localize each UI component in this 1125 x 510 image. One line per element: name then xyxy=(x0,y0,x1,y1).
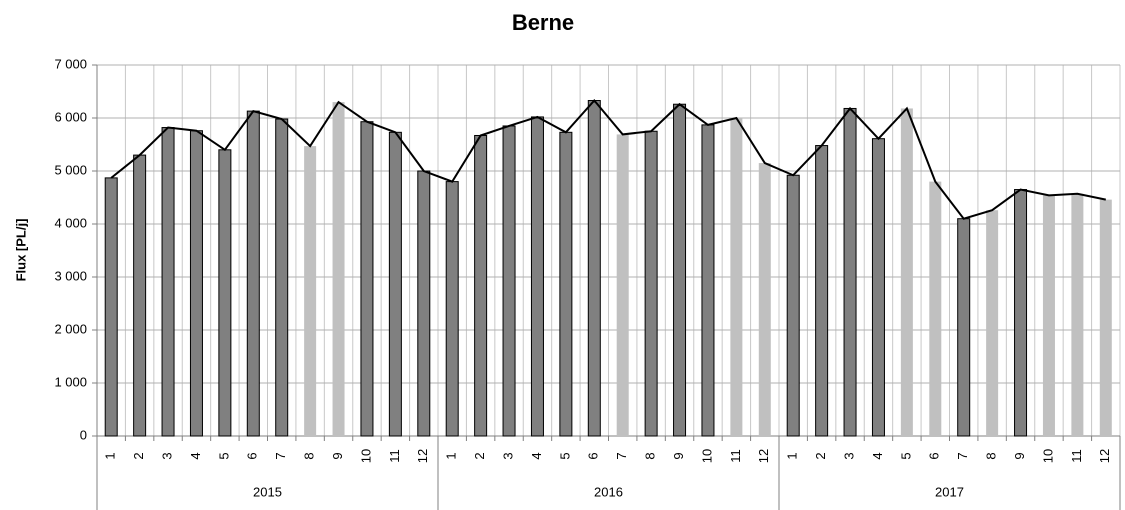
y-tick-label: 1 000 xyxy=(54,374,87,389)
y-tick-label: 3 000 xyxy=(54,268,87,283)
group-label: 2016 xyxy=(594,484,623,499)
x-tick-label: 8 xyxy=(643,452,658,459)
bar xyxy=(474,134,488,437)
x-tick-label: 12 xyxy=(756,449,771,463)
bar xyxy=(246,110,260,437)
x-tick-label: 11 xyxy=(728,449,743,463)
x-tick-label: 2 xyxy=(472,452,487,459)
y-tick-label: 2 000 xyxy=(54,321,87,336)
x-tick-label: 2 xyxy=(131,452,146,459)
x-tick-label: 8 xyxy=(302,452,317,459)
x-tick-label: 1 xyxy=(785,452,800,459)
x-tick-label: 12 xyxy=(1097,449,1112,463)
bar xyxy=(701,124,715,437)
bar xyxy=(1099,199,1112,436)
x-tick-label: 11 xyxy=(1069,449,1084,463)
bar xyxy=(815,145,829,437)
bar xyxy=(871,138,885,437)
x-tick-label: 3 xyxy=(841,452,856,459)
bar xyxy=(786,174,800,437)
group-label: 2015 xyxy=(253,484,282,499)
bar xyxy=(388,131,402,437)
bar xyxy=(616,134,629,436)
x-tick-label: 9 xyxy=(671,452,686,459)
chart-title: Berne xyxy=(512,10,574,35)
bar xyxy=(1014,189,1028,437)
x-tick-label: 7 xyxy=(614,452,629,459)
x-tick-label: 4 xyxy=(870,452,885,459)
y-tick-label: 0 xyxy=(80,427,87,442)
bar xyxy=(758,163,771,437)
bar xyxy=(1042,195,1055,436)
x-tick-label: 9 xyxy=(330,452,345,459)
bar xyxy=(587,100,601,437)
x-tick-label: 3 xyxy=(500,452,515,459)
x-tick-label: 12 xyxy=(415,449,430,463)
bar xyxy=(929,181,942,436)
x-tick-label: 3 xyxy=(159,452,174,459)
bar xyxy=(1071,193,1084,436)
x-tick-label: 7 xyxy=(273,452,288,459)
x-tick-label: 10 xyxy=(1040,449,1055,463)
bar xyxy=(900,108,913,437)
bar xyxy=(559,131,573,437)
bar xyxy=(161,127,175,437)
x-tick-label: 6 xyxy=(927,452,942,459)
x-tick-label: 1 xyxy=(103,452,118,459)
bar xyxy=(644,130,658,437)
x-tick-label: 4 xyxy=(188,452,203,459)
x-tick-label: 2 xyxy=(813,452,828,459)
x-tick-label: 11 xyxy=(387,449,402,463)
bar xyxy=(104,177,118,437)
bar xyxy=(275,118,289,437)
bar xyxy=(189,130,203,437)
bar xyxy=(986,210,999,436)
x-tick-label: 10 xyxy=(699,449,714,463)
bar xyxy=(730,118,743,436)
x-tick-label: 5 xyxy=(557,452,572,459)
x-tick-label: 6 xyxy=(245,452,260,459)
y-tick-label: 5 000 xyxy=(54,162,87,177)
bar xyxy=(417,170,431,437)
group-label: 2017 xyxy=(935,484,964,499)
bar xyxy=(843,107,857,437)
bar xyxy=(445,181,459,437)
x-tick-label: 9 xyxy=(1012,452,1027,459)
x-tick-label: 5 xyxy=(898,452,913,459)
bar xyxy=(957,218,971,437)
bar xyxy=(218,149,232,437)
x-tick-label: 6 xyxy=(586,452,601,459)
bar xyxy=(133,154,147,437)
x-tick-label: 5 xyxy=(216,452,231,459)
bar xyxy=(332,102,345,436)
x-tick-label: 1 xyxy=(444,452,459,459)
x-tick-label: 4 xyxy=(529,452,544,459)
x-tick-label: 10 xyxy=(358,449,373,463)
y-tick-label: 7 000 xyxy=(54,56,87,71)
line xyxy=(110,98,1106,220)
bar xyxy=(304,146,317,436)
y-tick-label: 6 000 xyxy=(54,109,87,124)
bar xyxy=(530,116,544,437)
bar xyxy=(360,121,374,437)
x-tick-label: 8 xyxy=(984,452,999,459)
bar xyxy=(502,125,516,437)
y-axis-label: Flux [PL/j] xyxy=(13,219,28,282)
x-tick-label: 7 xyxy=(955,452,970,459)
bar xyxy=(673,103,687,437)
y-tick-label: 4 000 xyxy=(54,215,87,230)
